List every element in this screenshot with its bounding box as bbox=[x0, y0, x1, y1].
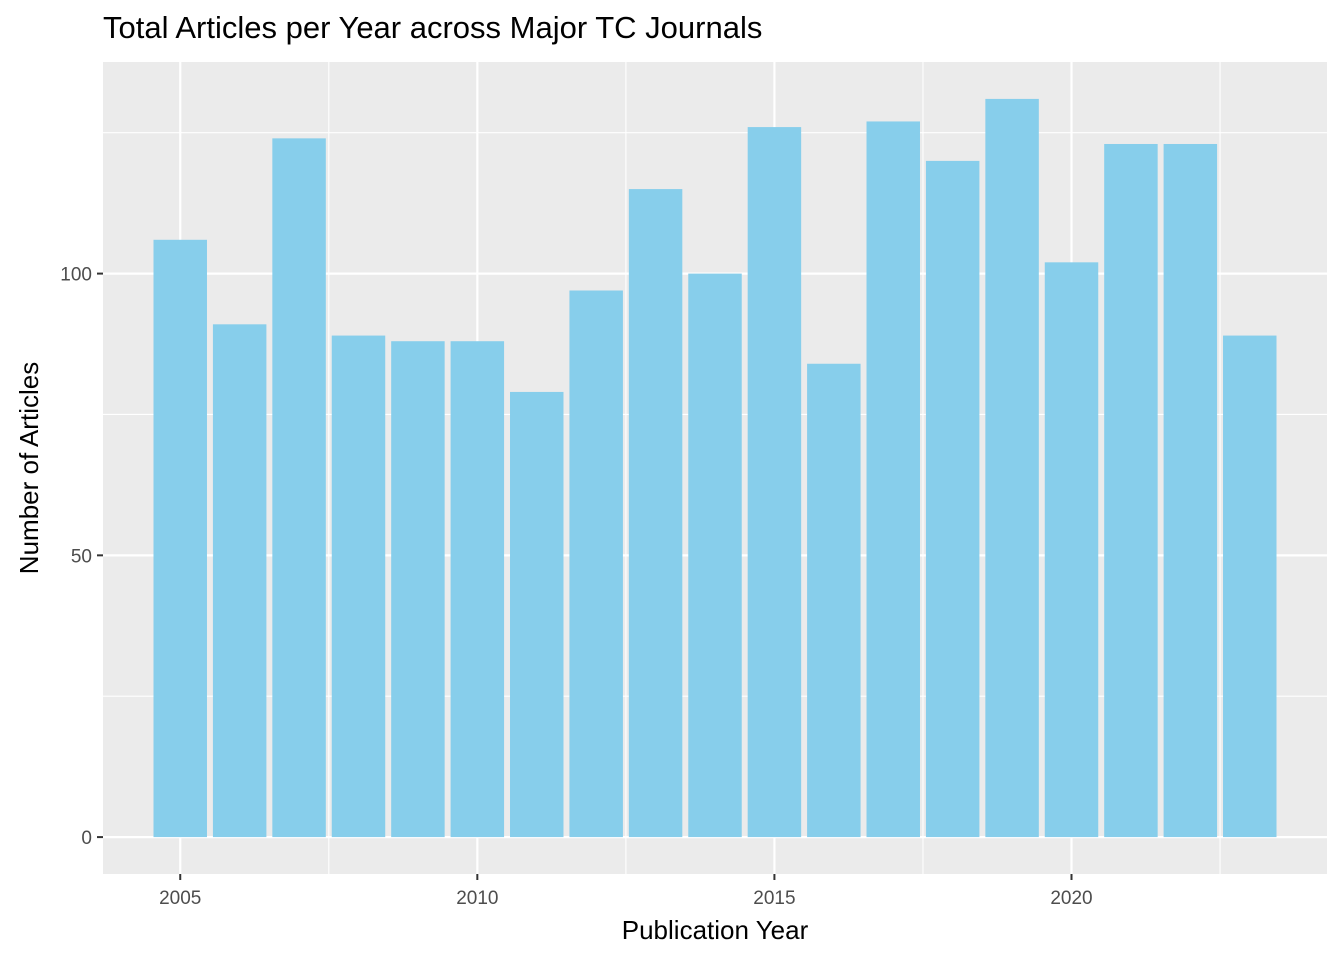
bar-2010 bbox=[450, 341, 505, 838]
bar-2016 bbox=[807, 363, 861, 838]
bar-2015 bbox=[747, 127, 802, 838]
bar-2009 bbox=[391, 341, 445, 838]
axes: 2005 2010 2015 2020 0 50 100 bbox=[60, 265, 1092, 909]
bar-2008 bbox=[331, 335, 386, 838]
y-tick-label: 50 bbox=[71, 546, 92, 567]
x-tick-label: 2010 bbox=[456, 888, 498, 909]
bar-2022 bbox=[1163, 143, 1218, 838]
bar-2020 bbox=[1044, 262, 1099, 838]
bar-2019 bbox=[985, 98, 1039, 838]
x-axis-title: Publication Year bbox=[622, 915, 809, 945]
bar-2011 bbox=[510, 391, 564, 838]
bar-2018 bbox=[925, 160, 980, 838]
bar-2005 bbox=[153, 239, 207, 838]
y-tick-label: 0 bbox=[81, 828, 92, 849]
y-tick-label: 100 bbox=[60, 265, 92, 286]
bar-2017 bbox=[866, 121, 920, 838]
bar-2012 bbox=[569, 290, 623, 838]
bar-2006 bbox=[212, 324, 267, 838]
bar-2007 bbox=[272, 138, 326, 838]
bars bbox=[153, 98, 1277, 838]
bar-2023 bbox=[1223, 335, 1277, 838]
bar-2021 bbox=[1104, 143, 1158, 838]
x-tick-label: 2015 bbox=[753, 888, 795, 909]
chart-title: Total Articles per Year across Major TC … bbox=[103, 10, 763, 45]
x-tick-label: 2005 bbox=[159, 888, 201, 909]
x-tick-label: 2020 bbox=[1050, 888, 1092, 909]
bar-2013 bbox=[628, 189, 683, 838]
y-axis-title: Number of Articles bbox=[14, 362, 44, 574]
bar-2014 bbox=[688, 273, 742, 838]
